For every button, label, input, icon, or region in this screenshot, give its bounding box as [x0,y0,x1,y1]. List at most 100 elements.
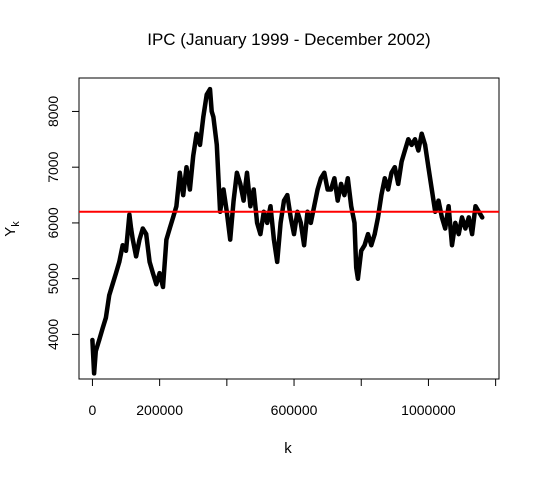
price-point [308,220,313,225]
x-tick-label: 1000000 [401,402,456,418]
price-point [171,215,176,220]
price-point [325,187,330,192]
price-point [271,237,276,242]
price-point [164,237,169,242]
price-point [369,243,374,248]
price-point [181,193,186,198]
price-point [429,187,434,192]
x-tick-label: 0 [89,402,97,418]
price-point [124,248,128,253]
price-point [174,204,179,209]
price-point [154,282,159,287]
price-point [453,220,458,225]
price-point [198,142,202,147]
price-point [208,87,212,92]
y-tick-label: 5000 [45,263,61,294]
price-point [93,349,98,354]
y-tick-label: 4000 [45,319,61,350]
price-point [335,198,340,203]
x-tick-label: 200000 [136,402,183,418]
x-axis: 0 200000 600000 1000000 [89,378,497,418]
y-axis-label: Yk [2,221,22,237]
price-point [275,259,280,264]
price-point [366,232,370,237]
price-point [191,154,196,158]
x-axis-label: k [284,440,292,457]
price-point [409,142,414,147]
price-point [228,237,233,242]
price-point [248,204,253,209]
price-point [298,220,303,225]
price-point [419,131,424,136]
price-point [460,215,464,220]
price-point [463,226,468,231]
series-layer [79,86,499,376]
price-point [480,215,485,220]
price-point [251,187,256,192]
price-point [110,282,115,287]
price-point [379,193,384,198]
price-point [392,165,397,170]
price-point [354,265,359,270]
y-tick-label: 8000 [45,96,61,127]
price-point [211,115,216,119]
price-point [473,204,478,209]
price-point [359,248,364,253]
price-point [134,254,139,259]
price-point [268,204,273,209]
price-point [349,204,354,209]
price-point [234,170,239,175]
price-point [241,198,246,203]
price-point [147,259,152,264]
price-point [265,220,270,225]
price-point [382,176,387,181]
price-point [245,170,249,175]
price-point [114,271,118,276]
price-point [161,285,165,289]
price-point [127,212,132,217]
price-point [157,271,162,276]
price-point [332,176,337,181]
y-axis-label-subscript: k [10,221,22,227]
price-point [140,226,145,231]
price-series [90,86,485,376]
price-point [312,204,317,209]
price-point [209,109,214,114]
price-point [231,198,236,203]
price-point [120,243,125,248]
price-point [416,148,421,153]
price-point [117,259,122,264]
price-point [436,198,441,203]
price-point [439,215,444,220]
price-point [204,92,209,97]
price-point [255,220,260,225]
price-point [362,243,367,248]
price-point [90,338,95,342]
y-tick-label: 7000 [45,151,61,182]
price-point [258,232,263,237]
price-point [187,187,192,192]
price-point [285,193,290,198]
price-point [443,226,448,231]
x-tick-label: 600000 [271,402,318,418]
price-point [221,187,226,192]
price-point [396,181,401,186]
price-point [194,131,199,136]
price-point [386,187,391,192]
price-point [345,176,350,181]
price-point [450,243,454,248]
price-point [352,220,357,225]
price-point [129,226,134,231]
price-point [144,232,149,237]
price-point [355,276,360,281]
price-point [238,181,243,186]
price-point [389,170,394,175]
price-point [97,338,102,342]
price-point [339,181,344,186]
y-axis-label-main: Y [2,227,19,237]
price-point [423,142,428,147]
price-point [372,232,377,237]
price-point [302,243,307,248]
price-point [177,170,182,175]
